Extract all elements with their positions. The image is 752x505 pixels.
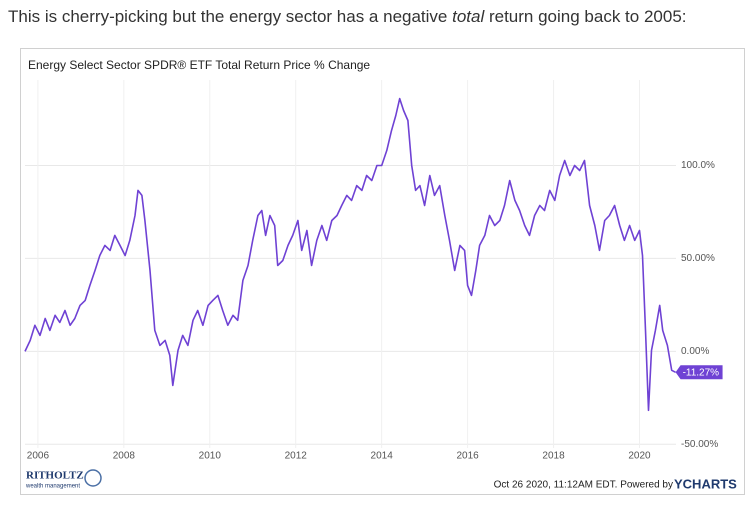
x-tick-label: 2012 [285, 451, 308, 462]
y-tick-label: 50.00% [681, 253, 715, 264]
x-tick-label: 2006 [27, 451, 50, 462]
y-tick-label: -50.00% [681, 439, 718, 450]
x-tick-label: 2010 [199, 451, 222, 462]
heading-text: return going back to 2005: [484, 7, 686, 26]
brand-sub: wealth management [25, 484, 80, 490]
heading: This is cherry-picking but the energy se… [8, 7, 687, 26]
brand-logo: RITHOLTZ [26, 470, 84, 482]
x-tick-label: 2008 [113, 451, 136, 462]
x-tick-label: 2014 [371, 451, 394, 462]
y-tick-label: 0.00% [681, 346, 709, 357]
provider-logo: YCHARTS [674, 476, 737, 491]
annotation-badge [675, 365, 723, 380]
brand-emblem [84, 469, 102, 487]
annotation-label: -11.27% [683, 367, 720, 378]
x-tick-label: 2020 [628, 451, 651, 462]
series-line [24, 97, 676, 412]
heading-italic: total [452, 7, 485, 26]
x-tick-label: 2018 [542, 451, 565, 462]
heading-text: This is cherry-picking but the energy se… [8, 7, 452, 26]
x-tick-label: 2016 [456, 451, 479, 462]
chart-title: Energy Select Sector SPDR® ETF Total Ret… [28, 58, 370, 72]
timestamp: Oct 26 2020, 11:12AM EDT. Powered by [494, 480, 673, 491]
chart-frame [20, 48, 745, 495]
y-tick-label: 100.0% [681, 160, 715, 171]
